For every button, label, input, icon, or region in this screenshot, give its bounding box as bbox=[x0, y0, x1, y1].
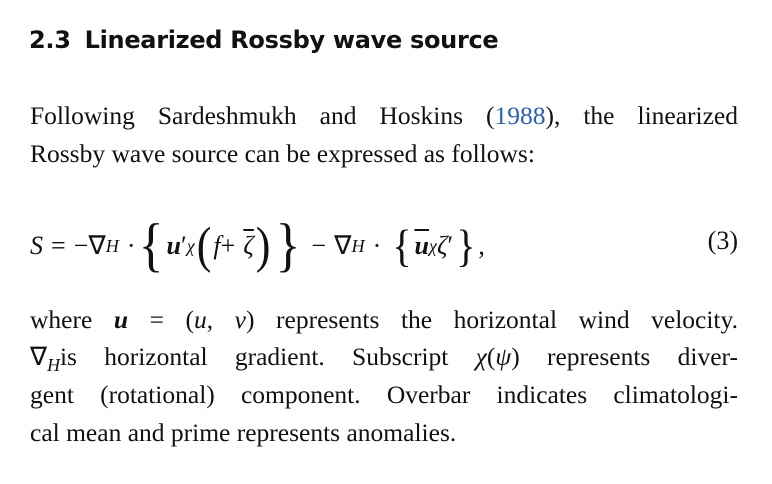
eq-symbol: ζ bbox=[243, 231, 254, 260]
math: H bbox=[47, 355, 60, 375]
text: = ( bbox=[128, 305, 194, 334]
paragraph-1-line-1: Following Sardeshmukh and Hoskins (1988)… bbox=[30, 101, 738, 131]
text: ( bbox=[486, 342, 496, 371]
text: is horizontal gradient. Subscript bbox=[59, 342, 476, 371]
paragraph-2-line-4: cal mean and prime represents anomalies. bbox=[30, 418, 457, 447]
eq-brace: { bbox=[138, 212, 164, 279]
eq-symbol: , bbox=[478, 231, 485, 260]
eq-symbol: ′ bbox=[447, 231, 454, 260]
text: , bbox=[206, 305, 235, 334]
eq-symbol: u bbox=[166, 231, 181, 260]
math: χ bbox=[475, 342, 487, 371]
eq-brace: { bbox=[392, 219, 412, 272]
eq-symbol: − bbox=[73, 231, 89, 260]
math: ψ bbox=[495, 342, 512, 371]
math: u bbox=[194, 305, 207, 334]
eq-symbol: · bbox=[372, 231, 382, 260]
text: where bbox=[30, 305, 114, 334]
eq-brace: } bbox=[275, 212, 301, 279]
eq-symbol: + bbox=[220, 231, 236, 260]
math: ∇ bbox=[30, 342, 48, 371]
paragraph-2-line-1: where u = (u, v) represents the horizont… bbox=[30, 305, 738, 335]
paragraph-2-line-3: gent (rotational) component. Overbar ind… bbox=[30, 380, 738, 409]
eq-symbol: ∇ bbox=[334, 231, 352, 260]
eq-symbol: = bbox=[51, 231, 66, 260]
paragraph-2-line-2: ∇His horizontal gradient. Subscript χ(ψ)… bbox=[30, 342, 738, 375]
eq-paren: ) bbox=[255, 217, 271, 274]
text: ), the linearized bbox=[545, 101, 739, 130]
eq-symbol: u bbox=[414, 231, 429, 260]
eq-brace: } bbox=[456, 219, 476, 272]
text: ) represents diver- bbox=[511, 342, 738, 371]
text: Following Sardeshmukh and Hoskins ( bbox=[30, 101, 495, 130]
citation-link[interactable]: 1988 bbox=[494, 101, 546, 130]
equation-number: (3) bbox=[707, 226, 738, 255]
eq-symbol: · bbox=[126, 231, 136, 260]
eq-symbol: f bbox=[213, 231, 221, 260]
text: ) represents the horizontal wind velocit… bbox=[246, 305, 738, 334]
math: v bbox=[234, 305, 246, 334]
eq-symbol: ′ bbox=[181, 231, 187, 260]
section-heading: 2.3 Linearized Rossby wave source bbox=[29, 26, 499, 54]
paragraph-1-line-2: Rossby wave source can be expressed as f… bbox=[30, 139, 535, 168]
eq-symbol: − bbox=[311, 231, 327, 260]
section-title: Linearized Rossby wave source bbox=[84, 26, 499, 54]
eq-symbol: S bbox=[30, 231, 43, 260]
eq-symbol: ζ bbox=[437, 231, 448, 260]
eq-symbol: ∇ bbox=[88, 231, 106, 260]
section-number: 2.3 bbox=[29, 26, 71, 54]
eq-paren: ( bbox=[196, 217, 212, 274]
math: u bbox=[113, 305, 129, 334]
